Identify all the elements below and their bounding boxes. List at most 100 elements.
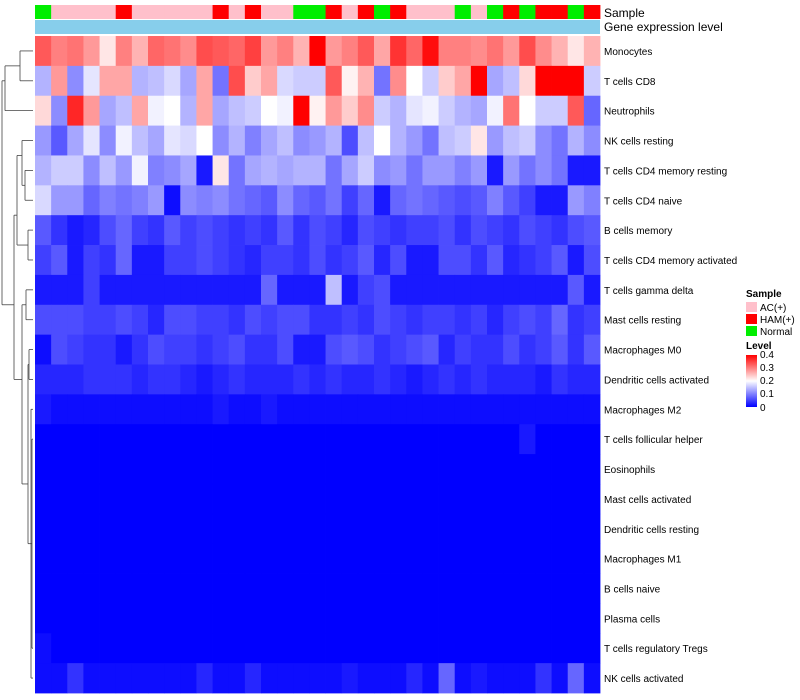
heatmap-cell (83, 424, 100, 455)
heatmap-cell (261, 274, 278, 306)
heatmap-cell (535, 36, 552, 67)
sample-annotation-cell (83, 5, 100, 19)
sample-annotation-cell (293, 5, 310, 19)
heatmap-cell (422, 274, 439, 306)
heatmap-cell (83, 95, 100, 126)
heatmap-cell (406, 274, 423, 306)
heatmap-cell (148, 633, 165, 664)
heatmap-cell (357, 543, 375, 574)
heatmap-cell (148, 663, 165, 694)
row-label: Macrophages M0 (604, 346, 682, 357)
heatmap-cell (148, 215, 165, 246)
heatmap-cell (164, 274, 181, 306)
heatmap-cell (212, 483, 230, 515)
heatmap-cell (567, 663, 585, 694)
heatmap-cell (551, 573, 569, 604)
heatmap-cell (293, 65, 310, 97)
heatmap-cell (567, 185, 585, 216)
heatmap-cell (519, 95, 536, 126)
heatmap-cell (357, 394, 375, 425)
heatmap-cell (583, 155, 601, 186)
heatmap-cell (261, 334, 278, 365)
sample-annotation-cell (503, 5, 520, 19)
heatmap-cell (35, 364, 52, 395)
heatmap-cell (341, 543, 359, 574)
heatmap-cell (438, 424, 456, 455)
heatmap-cell (115, 185, 133, 216)
heatmap-cell (422, 633, 439, 664)
heatmap-cell (422, 155, 439, 186)
heatmap-cell (228, 304, 246, 336)
heatmap-cell (83, 185, 100, 216)
heatmap-cell (357, 573, 375, 604)
expression-level-bar (35, 20, 600, 34)
heatmap-cell (131, 185, 149, 216)
heatmap-cell (228, 513, 246, 545)
heatmap-cell (551, 185, 569, 216)
heatmap-cell (567, 454, 585, 485)
heatmap-cell (551, 543, 569, 574)
heatmap-cell (83, 125, 100, 156)
heatmap-cell (357, 483, 375, 515)
heatmap-cell (293, 95, 310, 126)
heatmap-cell (115, 95, 133, 126)
heatmap-cell (503, 65, 520, 97)
heatmap-cell (583, 513, 601, 545)
heatmap-cell (390, 304, 407, 336)
heatmap-cell (131, 663, 149, 694)
heatmap-cell (261, 454, 278, 485)
heatmap-cell (228, 543, 246, 574)
heatmap-cell (164, 394, 181, 425)
heatmap-cell (309, 65, 326, 97)
heatmap-cell (374, 483, 391, 515)
heatmap-cell (390, 663, 407, 694)
heatmap-cell (390, 125, 407, 156)
heatmap-cell (567, 364, 585, 395)
heatmap-cell (293, 245, 310, 276)
heatmap-cell (244, 633, 262, 664)
heatmap-cell (422, 573, 439, 604)
heatmap-cell (438, 573, 456, 604)
heatmap-cell (293, 304, 310, 336)
heatmap-cell (277, 513, 294, 545)
heatmap-cell (180, 394, 197, 425)
heatmap-cell (535, 633, 552, 664)
heatmap-cell (228, 573, 246, 604)
heatmap-cell (487, 95, 504, 126)
heatmap-cell (277, 483, 294, 515)
heatmap-cell (35, 65, 52, 97)
heatmap-cell (67, 125, 84, 156)
heatmap-cell (341, 663, 359, 694)
heatmap-cell (406, 95, 423, 126)
heatmap-cell (180, 245, 197, 276)
heatmap-cell (293, 603, 310, 634)
heatmap-cell (164, 543, 181, 574)
heatmap-cell (341, 603, 359, 634)
heatmap-cell (422, 364, 439, 395)
heatmap-cell (309, 394, 326, 425)
heatmap-cell (51, 65, 68, 97)
heatmap-cell (503, 274, 520, 306)
legend-label-normal: Normal (760, 327, 792, 338)
heatmap-cell (503, 185, 520, 216)
heatmap-cell (454, 304, 472, 336)
heatmap-cell (374, 304, 391, 336)
heatmap-cell (406, 454, 423, 485)
heatmap-cell (341, 215, 359, 246)
heatmap-cell (487, 334, 504, 365)
heatmap-cell (83, 245, 100, 276)
heatmap-cell (519, 364, 536, 395)
heatmap-cell (519, 454, 536, 485)
heatmap-cell (519, 483, 536, 515)
heatmap-cell (148, 274, 165, 306)
heatmap-cell (293, 155, 310, 186)
heatmap-cell (115, 364, 133, 395)
heatmap-cell (470, 663, 488, 694)
heatmap-cell (503, 125, 520, 156)
heatmap-cell (148, 364, 165, 395)
heatmap-cell (341, 36, 359, 67)
heatmap-cell (309, 95, 326, 126)
legend-level-tick: 0.2 (760, 376, 774, 387)
heatmap-cell (164, 513, 181, 545)
heatmap-cell (180, 155, 197, 186)
